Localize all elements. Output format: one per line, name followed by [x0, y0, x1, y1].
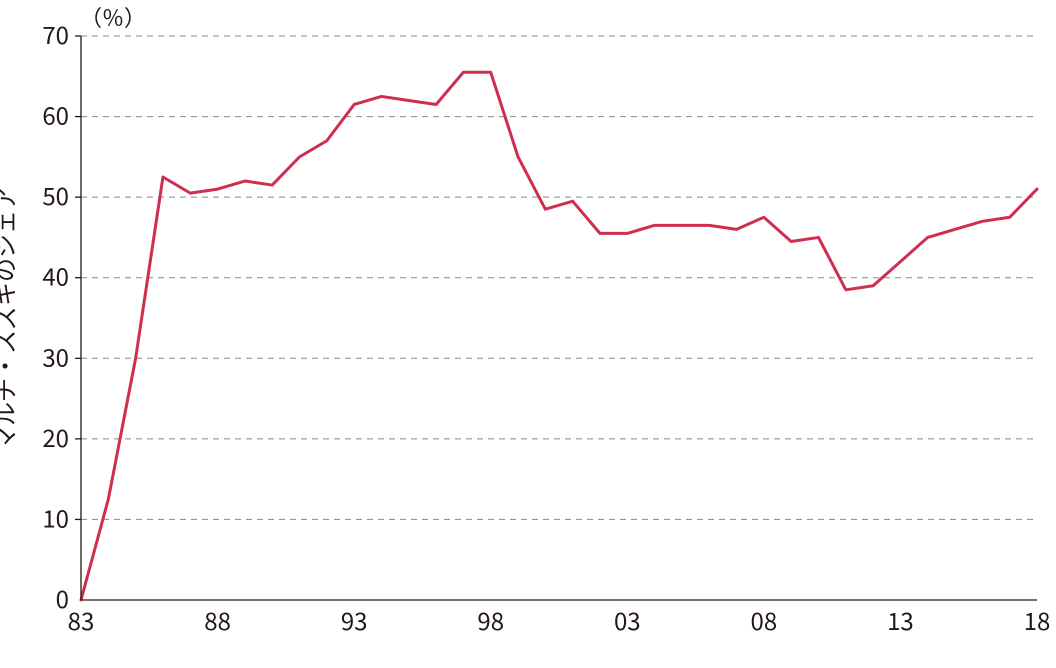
y-tick-label: 10	[42, 499, 69, 534]
y-tick-label: 30	[42, 338, 69, 373]
x-tick-label: 88	[204, 602, 231, 637]
x-tick-label: 83	[68, 602, 95, 637]
chart-svg: 0102030405060708388939803081318（％）（年度）マル…	[0, 0, 1056, 668]
y-tick-label: 70	[42, 16, 69, 51]
x-tick-label: 93	[341, 602, 368, 637]
x-tick-label: 98	[477, 602, 504, 637]
x-tick-label: 08	[751, 602, 778, 637]
line-chart: 0102030405060708388939803081318（％）（年度）マル…	[0, 0, 1056, 668]
y-tick-label: 40	[42, 258, 69, 293]
y-unit-label: （％）	[80, 1, 146, 33]
y-tick-label: 20	[42, 419, 69, 454]
y-tick-label: 50	[42, 177, 69, 212]
y-tick-label: 60	[42, 97, 69, 132]
x-tick-label: 03	[614, 602, 641, 637]
x-tick-label: 13	[887, 602, 914, 637]
x-unit-label: （年度）	[1043, 605, 1056, 637]
y-axis-title: マルチ・スズキのシェア	[0, 186, 21, 450]
